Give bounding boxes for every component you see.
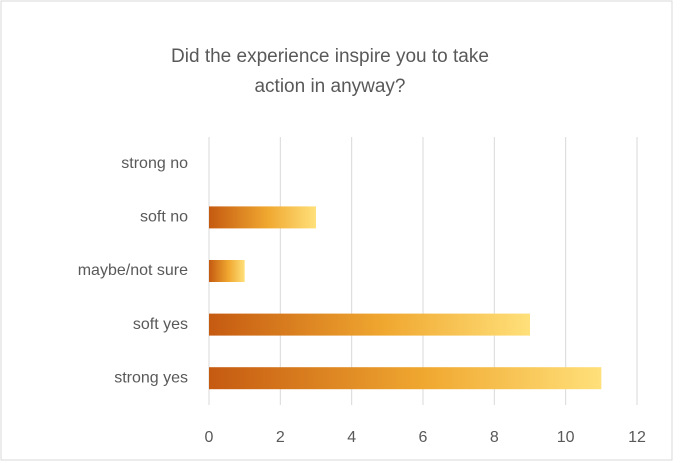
bar (209, 367, 602, 390)
x-tick-label: 0 (205, 429, 214, 446)
x-tick-label: 2 (276, 429, 285, 446)
y-tick-label: soft yes (133, 316, 188, 333)
chart-title: Did the experience inspire you to take a… (171, 46, 489, 97)
x-tick-label: 10 (557, 429, 575, 446)
x-tick-label: 12 (628, 429, 646, 446)
x-tick-label: 4 (347, 429, 356, 446)
bar (209, 260, 245, 282)
x-tick-label: 8 (490, 429, 499, 446)
y-tick-label: strong no (121, 155, 188, 172)
bar (209, 313, 530, 336)
y-tick-label: maybe/not sure (78, 262, 188, 279)
bar (209, 206, 316, 229)
y-tick-label: soft no (140, 209, 188, 226)
y-tick-label: strong yes (114, 369, 188, 386)
x-tick-label: 6 (419, 429, 428, 446)
